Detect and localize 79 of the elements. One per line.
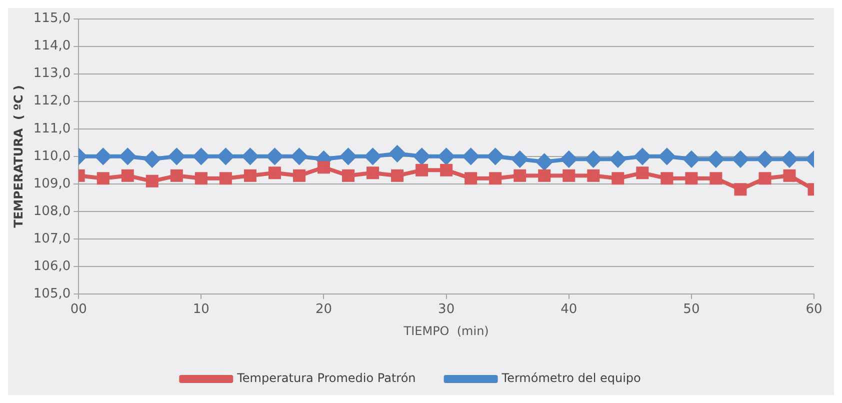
point bbox=[487, 148, 504, 164]
point bbox=[170, 169, 183, 182]
point bbox=[781, 151, 798, 168]
y-tick-label: 111,0 bbox=[33, 121, 71, 136]
point bbox=[708, 151, 724, 168]
point bbox=[636, 166, 649, 180]
x-tick-label: 50 bbox=[683, 302, 700, 318]
point bbox=[489, 172, 502, 185]
point bbox=[462, 148, 479, 164]
point bbox=[364, 148, 381, 164]
point bbox=[758, 172, 772, 185]
point bbox=[610, 151, 626, 168]
point bbox=[389, 146, 406, 162]
y-tick-label: 109,0 bbox=[33, 176, 71, 192]
point bbox=[194, 172, 208, 185]
point bbox=[193, 148, 210, 164]
point bbox=[587, 169, 600, 182]
x-tick-label: 40 bbox=[560, 302, 578, 318]
point bbox=[366, 166, 380, 180]
point bbox=[96, 172, 110, 185]
point bbox=[391, 169, 404, 182]
point bbox=[342, 169, 354, 182]
point bbox=[756, 151, 773, 168]
point bbox=[414, 148, 430, 164]
point bbox=[244, 169, 256, 182]
x-tick-label: 60 bbox=[806, 302, 822, 318]
x-tick-label: 00 bbox=[70, 302, 87, 318]
y-tick-label: 107,0 bbox=[33, 231, 71, 246]
legend-label: Termómetro del equipo bbox=[500, 371, 641, 386]
point bbox=[438, 148, 454, 164]
point bbox=[683, 151, 700, 168]
point bbox=[560, 151, 577, 168]
y-tick-label: 112,0 bbox=[33, 94, 71, 109]
y-tick-label: 113,0 bbox=[33, 66, 71, 82]
point bbox=[660, 172, 674, 185]
point bbox=[783, 169, 796, 182]
point bbox=[340, 148, 356, 164]
point bbox=[121, 169, 134, 182]
y-tick-label: 110,0 bbox=[33, 148, 71, 164]
point bbox=[464, 172, 478, 185]
point bbox=[512, 151, 528, 168]
point bbox=[612, 172, 624, 185]
point bbox=[146, 174, 158, 188]
legend-label: Temperatura Promedio Patrón bbox=[236, 371, 416, 386]
y-tick-label: 106,0 bbox=[33, 258, 71, 274]
point bbox=[732, 151, 748, 168]
point bbox=[168, 148, 185, 164]
point bbox=[658, 148, 675, 164]
point bbox=[95, 148, 112, 164]
y-tick-label: 115,0 bbox=[33, 11, 71, 26]
point bbox=[734, 183, 747, 196]
y-tick-label: 105,0 bbox=[33, 286, 71, 302]
point bbox=[536, 154, 552, 170]
y-axis-title: TEMPERATURA ( ºC ) bbox=[11, 85, 26, 228]
point bbox=[242, 148, 258, 164]
point bbox=[219, 172, 232, 185]
point bbox=[144, 151, 160, 168]
x-tick-label: 20 bbox=[315, 302, 332, 318]
point bbox=[292, 169, 306, 182]
point bbox=[562, 169, 576, 182]
point bbox=[291, 148, 308, 164]
x-tick-label: 30 bbox=[438, 302, 455, 318]
y-tick-label: 108,0 bbox=[33, 204, 71, 219]
x-tick-label: 10 bbox=[192, 302, 210, 318]
point bbox=[318, 161, 330, 174]
point bbox=[514, 169, 526, 182]
point bbox=[634, 148, 650, 164]
point bbox=[440, 164, 453, 176]
point bbox=[416, 164, 428, 176]
y-tick-label: 114,0 bbox=[33, 38, 71, 54]
x-axis-title: TIEMPO (min) bbox=[402, 324, 489, 338]
point bbox=[538, 169, 551, 182]
point bbox=[585, 151, 602, 168]
point bbox=[710, 172, 722, 185]
point bbox=[268, 166, 281, 180]
point bbox=[266, 148, 283, 164]
point bbox=[685, 172, 698, 185]
point bbox=[120, 148, 136, 164]
point bbox=[218, 148, 234, 164]
